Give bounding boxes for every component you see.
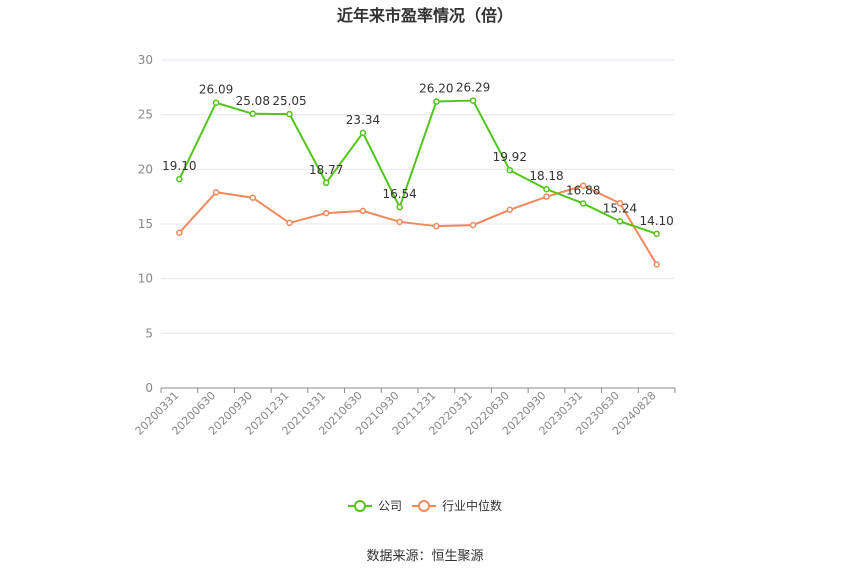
data-point <box>543 185 550 193</box>
data-point <box>543 193 550 200</box>
data-point <box>212 99 220 106</box>
data-label: 23.34 <box>346 113 380 127</box>
data-point <box>359 129 367 137</box>
data-label: 26.29 <box>456 81 490 95</box>
y-tick-label: 20 <box>138 162 153 176</box>
data-label: 18.18 <box>529 169 563 183</box>
data-point <box>359 207 367 215</box>
data-label: 16.88 <box>566 183 600 197</box>
data-point <box>506 166 514 174</box>
legend-label[interactable]: 行业中位数 <box>442 498 502 513</box>
data-point <box>249 194 257 202</box>
data-point <box>286 219 293 227</box>
series-line <box>178 184 658 265</box>
data-point <box>469 221 477 229</box>
legend-marker <box>418 500 430 512</box>
legend-marker <box>354 500 366 512</box>
data-label: 19.92 <box>493 150 527 164</box>
data-point <box>653 230 660 238</box>
data-point <box>249 110 257 118</box>
data-label: 16.54 <box>382 187 416 201</box>
data-point <box>616 218 624 225</box>
data-point <box>653 261 660 268</box>
data-point <box>433 98 440 105</box>
data-label: 14.10 <box>639 214 673 228</box>
data-point <box>176 175 183 183</box>
data-point <box>212 189 220 196</box>
y-tick-label: 0 <box>145 381 153 395</box>
y-tick-label: 15 <box>138 217 153 231</box>
y-tick-label: 30 <box>138 53 153 67</box>
data-point <box>469 97 477 104</box>
data-point <box>322 209 330 217</box>
legend-label[interactable]: 公司 <box>378 499 402 513</box>
data-label: 15.24 <box>603 201 637 215</box>
data-label: 25.08 <box>236 94 270 108</box>
data-point <box>579 182 587 189</box>
data-point <box>433 222 440 230</box>
data-point <box>286 110 293 118</box>
data-point <box>506 206 514 214</box>
y-tick-label: 25 <box>138 108 153 122</box>
y-tick-label: 5 <box>145 326 153 340</box>
data-point <box>396 203 403 211</box>
data-label: 25.05 <box>272 94 306 108</box>
data-point <box>616 199 624 207</box>
data-point <box>322 179 330 187</box>
data-point <box>176 229 183 236</box>
data-label: 19.10 <box>162 159 196 173</box>
y-tick-label: 10 <box>138 272 153 286</box>
series-line <box>178 99 657 235</box>
data-label: 26.20 <box>419 82 453 96</box>
data-label: 26.09 <box>199 83 233 97</box>
data-point <box>396 218 403 226</box>
chart-title: 近年来市盈率情况（倍） <box>336 6 513 25</box>
data-source: 数据来源：恒生聚源 <box>366 549 484 564</box>
data-point <box>579 200 587 207</box>
data-label: 18.77 <box>309 163 343 177</box>
